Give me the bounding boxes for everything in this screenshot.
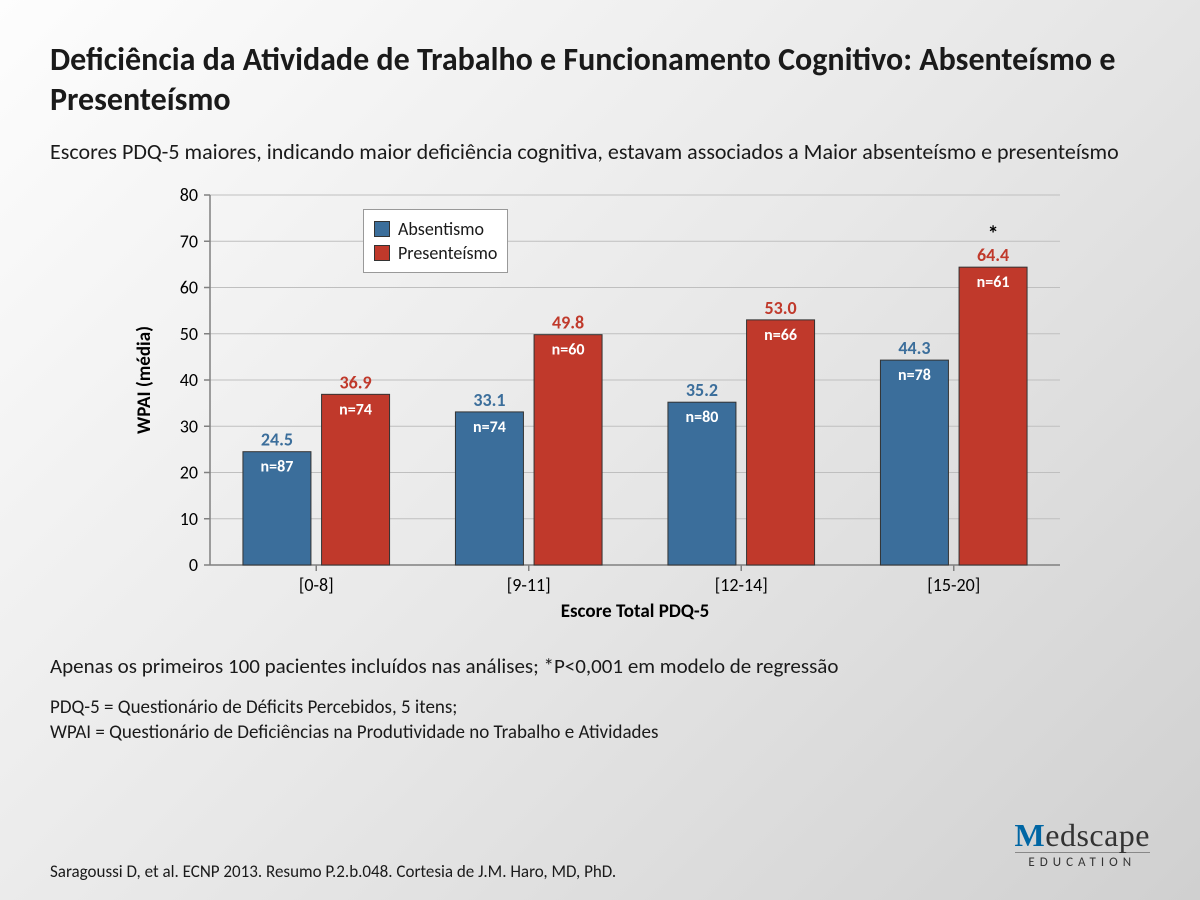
definition-wpai: WPAI = Questionário de Deficiências na P… [50, 720, 1150, 746]
svg-text:33.1: 33.1 [473, 389, 505, 411]
svg-text:80: 80 [180, 185, 198, 206]
chart-container: 0 10 20 30 40 50 60 70 80 WPAI (média) Escore Tota… [110, 185, 1090, 625]
svg-text:10: 10 [180, 507, 198, 529]
svg-text:60: 60 [180, 276, 198, 298]
svg-text:53.0: 53.0 [764, 296, 796, 318]
logo-rest: edscape [1045, 817, 1150, 853]
svg-text:36.9: 36.9 [339, 371, 371, 393]
medscape-logo: Medscape EDUCATION [1015, 817, 1150, 870]
svg-text:20: 20 [180, 461, 198, 483]
legend-item: Presenteísmo [374, 242, 497, 264]
svg-text:70: 70 [180, 230, 198, 252]
citation: Saragoussi D, et al. ECNP 2013. Resumo P… [50, 861, 616, 882]
svg-text:WPAI (média): WPAI (média) [133, 326, 156, 434]
svg-text:[9-11]: [9-11] [507, 574, 551, 596]
svg-text:40: 40 [180, 369, 198, 391]
svg-text:[0-8]: [0-8] [299, 574, 334, 596]
bar-chart: 0 10 20 30 40 50 60 70 80 WPAI (média) Escore Tota… [110, 185, 1090, 625]
svg-text:64.4: 64.4 [977, 244, 1009, 266]
svg-text:24.5: 24.5 [261, 428, 293, 450]
legend-item: Absentismo [374, 218, 497, 240]
svg-text:n=60: n=60 [552, 340, 585, 359]
page-subtitle: Escores PDQ-5 maiores, indicando maior d… [50, 138, 1150, 167]
svg-text:49.8: 49.8 [552, 311, 584, 333]
svg-text:n=87: n=87 [261, 457, 294, 476]
footnote-definitions: PDQ-5 = Questionário de Déficits Percebi… [50, 695, 1150, 746]
page-title: Deficiência da Atividade de Trabalho e F… [50, 40, 1150, 120]
svg-text:[15-20]: [15-20] [927, 574, 980, 596]
svg-text:Escore Total PDQ-5: Escore Total PDQ-5 [561, 600, 710, 623]
svg-text:50: 50 [180, 322, 198, 344]
footnote-primary: Apenas os primeiros 100 pacientes incluí… [50, 653, 1150, 679]
logo-wordmark: Medscape [1015, 817, 1150, 854]
chart-legend: AbsentismoPresenteísmo [363, 209, 508, 273]
svg-text:30: 30 [180, 415, 198, 437]
svg-text:n=61: n=61 [977, 273, 1010, 292]
logo-subtext: EDUCATION [1015, 852, 1150, 870]
svg-text:n=80: n=80 [686, 408, 719, 427]
legend-label: Presenteísmo [398, 242, 497, 264]
legend-swatch [374, 245, 390, 261]
svg-text:0: 0 [189, 554, 198, 576]
svg-text:35.2: 35.2 [686, 379, 718, 401]
logo-initial: M [1015, 817, 1046, 853]
svg-text:44.3: 44.3 [898, 337, 930, 359]
svg-text:n=66: n=66 [764, 325, 797, 344]
svg-text:n=78: n=78 [898, 366, 931, 385]
definition-pdq5: PDQ-5 = Questionário de Déficits Percebi… [50, 695, 1150, 721]
legend-swatch [374, 221, 390, 237]
svg-text:n=74: n=74 [339, 400, 372, 419]
legend-label: Absentismo [398, 218, 484, 240]
svg-text:[12-14]: [12-14] [715, 574, 768, 596]
svg-text:n=74: n=74 [473, 418, 506, 437]
svg-text:*: * [988, 220, 999, 247]
